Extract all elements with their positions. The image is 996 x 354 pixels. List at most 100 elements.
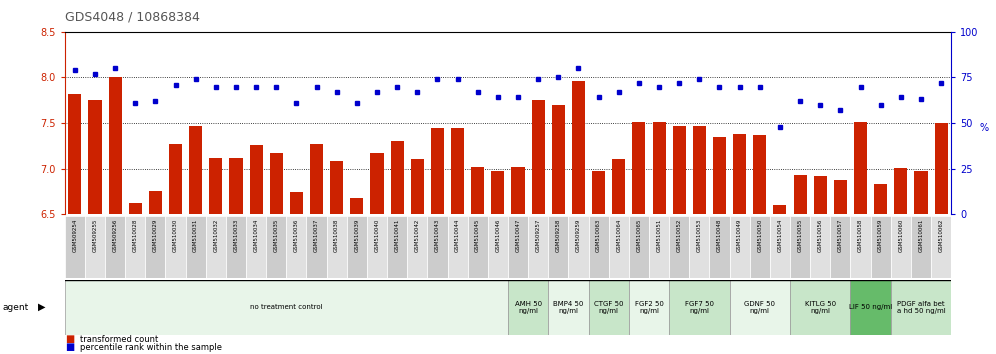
Bar bbox=[689, 216, 709, 278]
Text: GSM509257: GSM509257 bbox=[536, 219, 541, 252]
Bar bbox=[371, 153, 383, 214]
Text: GSM510064: GSM510064 bbox=[617, 219, 622, 252]
Bar bbox=[589, 216, 609, 278]
Bar bbox=[572, 81, 585, 214]
Bar bbox=[713, 137, 726, 214]
Text: GSM510033: GSM510033 bbox=[233, 219, 238, 252]
Bar bbox=[85, 216, 105, 278]
Bar bbox=[491, 171, 504, 214]
Text: GSM510050: GSM510050 bbox=[757, 219, 762, 252]
Text: transformed count: transformed count bbox=[80, 335, 158, 344]
Text: GSM510052: GSM510052 bbox=[676, 219, 681, 252]
Bar bbox=[209, 158, 222, 214]
Bar bbox=[810, 216, 831, 278]
Bar bbox=[169, 144, 182, 214]
Bar bbox=[468, 216, 488, 278]
Text: GSM510040: GSM510040 bbox=[374, 219, 379, 252]
Text: ■: ■ bbox=[65, 342, 74, 352]
Bar bbox=[65, 280, 508, 335]
Text: GSM510034: GSM510034 bbox=[254, 219, 259, 252]
Text: GSM510041: GSM510041 bbox=[394, 219, 399, 252]
Bar bbox=[128, 203, 141, 214]
Bar bbox=[569, 216, 589, 278]
Text: GSM509259: GSM509259 bbox=[576, 219, 581, 252]
Text: GSM509258: GSM509258 bbox=[556, 219, 561, 252]
Text: GSM510061: GSM510061 bbox=[918, 219, 923, 252]
Bar bbox=[709, 216, 729, 278]
Text: GSM510029: GSM510029 bbox=[153, 219, 158, 252]
Bar bbox=[871, 216, 890, 278]
Bar bbox=[613, 159, 625, 214]
Text: KITLG 50
ng/ml: KITLG 50 ng/ml bbox=[805, 301, 836, 314]
Text: GSM510049: GSM510049 bbox=[737, 219, 742, 252]
Bar bbox=[390, 141, 403, 214]
Text: GSM509256: GSM509256 bbox=[113, 219, 118, 252]
Bar bbox=[931, 216, 951, 278]
Text: GSM510037: GSM510037 bbox=[314, 219, 319, 252]
Text: ■: ■ bbox=[65, 334, 74, 344]
Text: GSM510051: GSM510051 bbox=[656, 219, 661, 252]
Bar bbox=[165, 216, 185, 278]
Bar bbox=[226, 216, 246, 278]
Bar bbox=[250, 145, 263, 214]
Bar bbox=[890, 216, 911, 278]
Text: GSM510059: GSM510059 bbox=[878, 219, 883, 252]
Bar bbox=[410, 159, 424, 214]
Bar bbox=[229, 158, 243, 214]
Text: GSM510036: GSM510036 bbox=[294, 219, 299, 252]
Bar bbox=[890, 280, 951, 335]
Bar bbox=[246, 216, 266, 278]
Bar bbox=[105, 216, 125, 278]
Text: GDS4048 / 10868384: GDS4048 / 10868384 bbox=[65, 11, 199, 24]
Text: GSM510039: GSM510039 bbox=[355, 219, 360, 252]
Bar bbox=[548, 280, 589, 335]
Bar bbox=[347, 216, 367, 278]
Bar bbox=[632, 122, 645, 214]
Bar bbox=[431, 129, 444, 214]
Bar bbox=[290, 192, 303, 214]
Text: CTGF 50
ng/ml: CTGF 50 ng/ml bbox=[594, 301, 623, 314]
Text: LIF 50 ng/ml: LIF 50 ng/ml bbox=[849, 304, 892, 310]
Bar bbox=[451, 129, 464, 214]
Bar bbox=[125, 216, 145, 278]
Text: agent: agent bbox=[3, 303, 29, 312]
Text: GSM510045: GSM510045 bbox=[475, 219, 480, 252]
Bar bbox=[851, 216, 871, 278]
Bar bbox=[512, 167, 525, 214]
Bar bbox=[270, 153, 283, 214]
Bar bbox=[911, 216, 931, 278]
Bar bbox=[185, 216, 206, 278]
Bar bbox=[854, 122, 868, 214]
Bar bbox=[669, 216, 689, 278]
Bar bbox=[471, 167, 484, 214]
Bar bbox=[672, 126, 686, 214]
Text: GSM510048: GSM510048 bbox=[717, 219, 722, 252]
Text: GSM510043: GSM510043 bbox=[435, 219, 440, 252]
Text: GSM510038: GSM510038 bbox=[335, 219, 340, 252]
Text: GSM510062: GSM510062 bbox=[938, 219, 943, 252]
Text: GSM509255: GSM509255 bbox=[93, 219, 98, 252]
Bar bbox=[770, 216, 790, 278]
Bar bbox=[307, 216, 327, 278]
Text: GSM509254: GSM509254 bbox=[73, 219, 78, 252]
Bar bbox=[351, 198, 364, 214]
Text: GSM510030: GSM510030 bbox=[173, 219, 178, 252]
Text: GSM510044: GSM510044 bbox=[455, 219, 460, 252]
Text: GSM510028: GSM510028 bbox=[132, 219, 137, 252]
Bar bbox=[552, 105, 565, 214]
Bar bbox=[733, 134, 746, 214]
Bar bbox=[794, 175, 807, 214]
Text: GSM510063: GSM510063 bbox=[597, 219, 602, 252]
Bar bbox=[548, 216, 569, 278]
Bar bbox=[693, 126, 706, 214]
Bar bbox=[669, 280, 729, 335]
Bar bbox=[790, 280, 851, 335]
Text: FGF7 50
ng/ml: FGF7 50 ng/ml bbox=[685, 301, 714, 314]
Bar bbox=[206, 216, 226, 278]
Text: GSM510032: GSM510032 bbox=[213, 219, 218, 252]
Bar bbox=[427, 216, 447, 278]
Bar bbox=[367, 216, 387, 278]
Bar bbox=[532, 100, 545, 214]
Bar bbox=[750, 216, 770, 278]
Bar bbox=[528, 216, 548, 278]
